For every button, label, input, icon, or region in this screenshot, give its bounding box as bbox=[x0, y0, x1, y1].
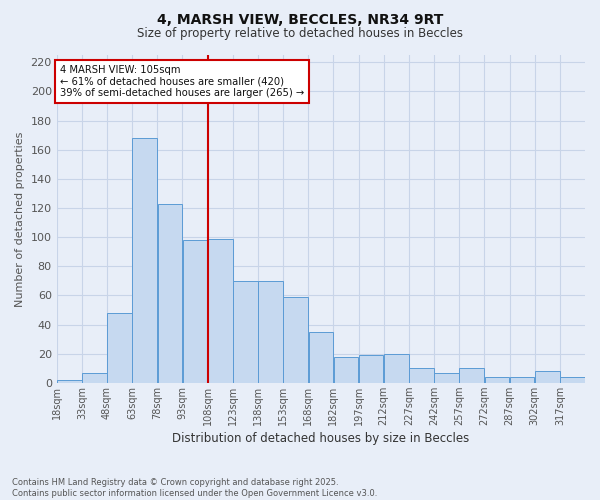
Bar bbox=[258, 281, 283, 383]
Bar bbox=[158, 204, 182, 383]
X-axis label: Distribution of detached houses by size in Beccles: Distribution of detached houses by size … bbox=[172, 432, 469, 445]
Bar bbox=[535, 371, 560, 383]
Bar bbox=[334, 356, 358, 383]
Bar bbox=[57, 380, 82, 383]
Text: 4, MARSH VIEW, BECCLES, NR34 9RT: 4, MARSH VIEW, BECCLES, NR34 9RT bbox=[157, 12, 443, 26]
Bar bbox=[283, 297, 308, 383]
Bar bbox=[308, 332, 333, 383]
Bar bbox=[208, 238, 233, 383]
Text: Contains HM Land Registry data © Crown copyright and database right 2025.
Contai: Contains HM Land Registry data © Crown c… bbox=[12, 478, 377, 498]
Bar bbox=[460, 368, 484, 383]
Bar bbox=[107, 313, 132, 383]
Bar bbox=[510, 377, 535, 383]
Bar bbox=[434, 372, 459, 383]
Y-axis label: Number of detached properties: Number of detached properties bbox=[15, 131, 25, 306]
Bar bbox=[183, 240, 208, 383]
Bar bbox=[409, 368, 434, 383]
Bar bbox=[384, 354, 409, 383]
Bar bbox=[82, 372, 107, 383]
Text: 4 MARSH VIEW: 105sqm
← 61% of detached houses are smaller (420)
39% of semi-deta: 4 MARSH VIEW: 105sqm ← 61% of detached h… bbox=[60, 65, 304, 98]
Bar bbox=[485, 377, 509, 383]
Bar bbox=[560, 377, 585, 383]
Bar bbox=[359, 355, 383, 383]
Text: Size of property relative to detached houses in Beccles: Size of property relative to detached ho… bbox=[137, 28, 463, 40]
Bar bbox=[133, 138, 157, 383]
Bar bbox=[233, 281, 257, 383]
